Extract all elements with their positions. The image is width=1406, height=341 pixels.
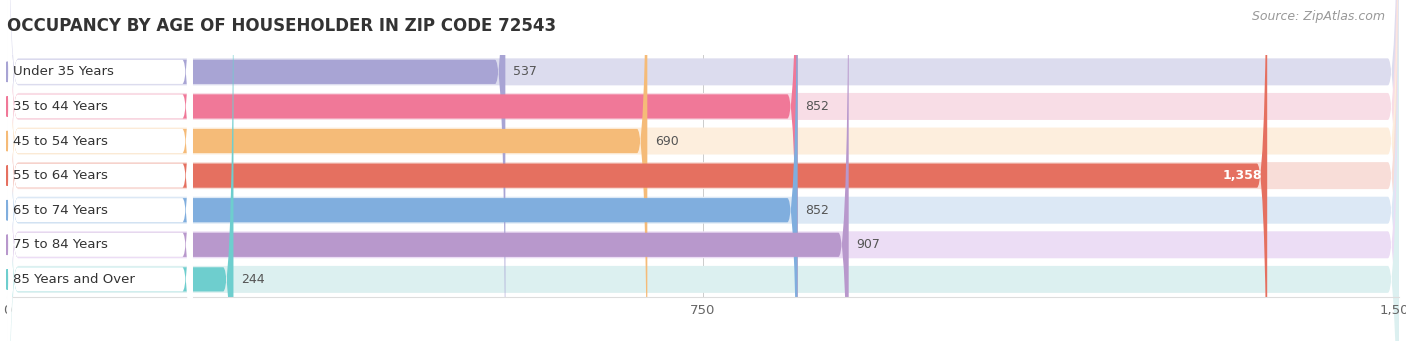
Text: 690: 690 [655, 135, 679, 148]
FancyBboxPatch shape [7, 0, 193, 341]
FancyBboxPatch shape [7, 0, 233, 341]
FancyBboxPatch shape [7, 0, 1399, 341]
Text: Under 35 Years: Under 35 Years [13, 65, 114, 78]
Text: 852: 852 [806, 204, 830, 217]
FancyBboxPatch shape [7, 0, 193, 341]
Text: 35 to 44 Years: 35 to 44 Years [13, 100, 108, 113]
FancyBboxPatch shape [7, 0, 1399, 341]
FancyBboxPatch shape [7, 0, 797, 341]
FancyBboxPatch shape [7, 0, 193, 341]
FancyBboxPatch shape [7, 0, 193, 341]
FancyBboxPatch shape [7, 0, 1399, 341]
FancyBboxPatch shape [7, 0, 193, 341]
FancyBboxPatch shape [7, 0, 1399, 341]
Text: 45 to 54 Years: 45 to 54 Years [13, 135, 108, 148]
Text: 1,358: 1,358 [1223, 169, 1263, 182]
Text: 907: 907 [856, 238, 880, 251]
Text: 537: 537 [513, 65, 537, 78]
Text: 75 to 84 Years: 75 to 84 Years [13, 238, 108, 251]
Text: 852: 852 [806, 100, 830, 113]
FancyBboxPatch shape [7, 0, 1399, 341]
FancyBboxPatch shape [7, 0, 193, 341]
FancyBboxPatch shape [7, 0, 193, 341]
FancyBboxPatch shape [7, 0, 1267, 341]
FancyBboxPatch shape [7, 0, 849, 341]
FancyBboxPatch shape [7, 0, 1399, 341]
Text: Source: ZipAtlas.com: Source: ZipAtlas.com [1251, 10, 1385, 23]
Text: 244: 244 [240, 273, 264, 286]
FancyBboxPatch shape [7, 0, 1399, 341]
Text: 85 Years and Over: 85 Years and Over [13, 273, 135, 286]
Text: 55 to 64 Years: 55 to 64 Years [13, 169, 108, 182]
Text: 65 to 74 Years: 65 to 74 Years [13, 204, 108, 217]
FancyBboxPatch shape [7, 0, 505, 341]
Text: OCCUPANCY BY AGE OF HOUSEHOLDER IN ZIP CODE 72543: OCCUPANCY BY AGE OF HOUSEHOLDER IN ZIP C… [7, 17, 557, 35]
FancyBboxPatch shape [7, 0, 797, 341]
FancyBboxPatch shape [7, 0, 647, 341]
